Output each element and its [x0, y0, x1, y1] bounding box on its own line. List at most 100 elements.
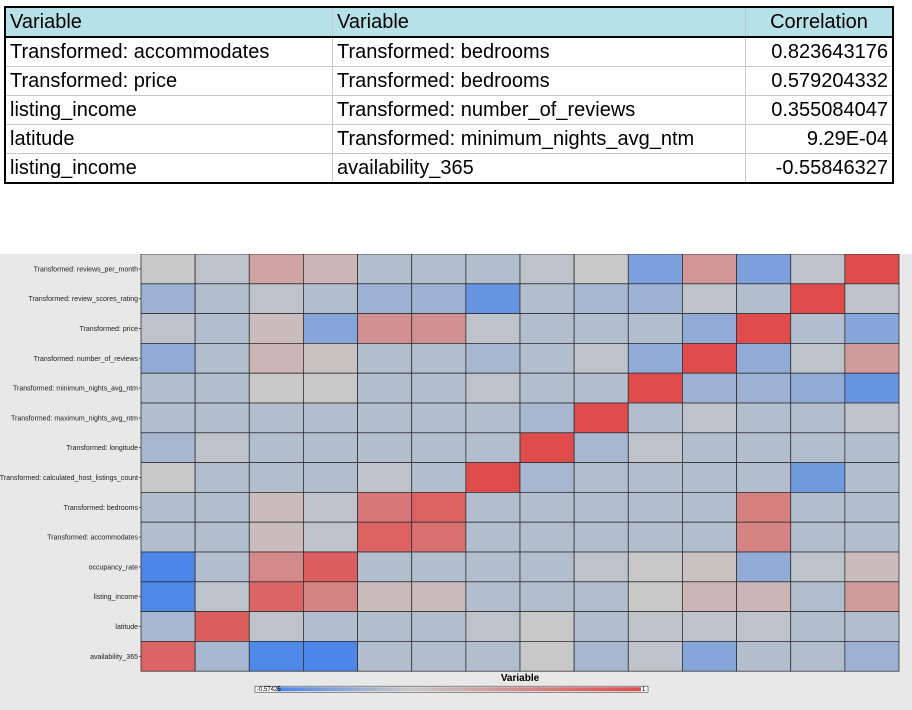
heatmap-cell [682, 551, 737, 583]
heatmap-cell [248, 343, 304, 374]
heatmap-cell [519, 402, 575, 434]
heatmap-cell [194, 402, 250, 434]
heatmap-cell [736, 581, 792, 612]
heatmap-cell [627, 521, 683, 553]
heatmap-cell [465, 402, 521, 434]
cell-variable-2: availability_365 [332, 153, 746, 184]
correlation-heatmap: Transformed: reviews_per_month Transforme… [0, 254, 900, 693]
heatmap-cell [573, 313, 629, 344]
heatmap-cell [303, 491, 358, 523]
heatmap-cell [573, 521, 629, 553]
row-label: occupancy_rate [89, 564, 139, 571]
heatmap-cell [357, 313, 413, 344]
heatmap-cell [844, 372, 900, 404]
heatmap-cell [357, 402, 413, 434]
row-label: Transformed: price [80, 326, 139, 333]
heatmap-cell [519, 640, 575, 672]
heatmap-cell [194, 551, 250, 583]
heatmap-cell [465, 254, 521, 285]
heatmap-cell [573, 432, 629, 464]
heatmap-cell [790, 611, 846, 642]
cell-variable-1: listing_income [4, 95, 333, 125]
heatmap-cell [844, 313, 900, 344]
heatmap-cell [736, 640, 792, 672]
heatmap-cell [844, 551, 900, 583]
heatmap-cell [519, 343, 575, 374]
heatmap-cell [736, 372, 792, 404]
heatmap-cell [303, 432, 358, 464]
heatmap-cell [844, 491, 900, 523]
heatmap-cell [194, 521, 250, 553]
heatmap-cell [140, 581, 196, 612]
row-label: availability_365 [90, 654, 138, 661]
heatmap-cell [303, 402, 358, 434]
cell-variable-1: listing_income [4, 153, 333, 184]
heatmap-cell [682, 283, 737, 314]
heatmap-cell [627, 254, 683, 285]
row-label: Transformed: minimum_nights_avg_ntm [13, 386, 138, 393]
row-label: Transformed: longitude [66, 445, 138, 452]
heatmap-cell [682, 521, 737, 553]
heatmap-cell [736, 402, 792, 434]
heatmap-cell [194, 432, 250, 464]
heatmap-cell [411, 432, 467, 464]
heatmap-cell [303, 462, 358, 493]
heatmap-cell [627, 581, 683, 612]
heatmap-cell [140, 254, 196, 285]
heatmap-cell [303, 372, 358, 404]
table-row: Transformed: price Transformed: bedrooms… [4, 66, 894, 96]
row-label: Transformed: calculated_host_listings_co… [0, 475, 138, 482]
heatmap-cell [248, 611, 304, 642]
heatmap-cell [790, 640, 846, 672]
header-variable-1: Variable [4, 6, 333, 38]
heatmap-cell [790, 521, 846, 553]
heatmap-cell [357, 462, 413, 493]
heatmap-cell [411, 402, 467, 434]
heatmap-cell [790, 581, 846, 612]
table-row: Transformed: accommodates Transformed: b… [4, 37, 894, 67]
row-label: Transformed: maximum_nights_avg_ntm [11, 415, 138, 422]
heatmap-cell [411, 313, 467, 344]
heatmap-cell [194, 313, 250, 344]
legend-max-label: 1 [642, 687, 646, 693]
heatmap-cell [357, 640, 413, 672]
table-row: listing_income Transformed: number_of_re… [4, 95, 894, 125]
heatmap-panel: Transformed: reviews_per_month Transforme… [0, 254, 912, 710]
heatmap-cell [411, 611, 467, 642]
heatmap-cell [140, 551, 196, 583]
cell-variable-1: latitude [4, 124, 333, 154]
heatmap-cell [140, 491, 196, 523]
heatmap-cell [140, 521, 196, 553]
heatmap-cell [736, 283, 792, 314]
table-header-row: Variable Variable Correlation [4, 6, 894, 38]
heatmap-cell [411, 640, 467, 672]
cell-variable-1: Transformed: price [4, 66, 333, 96]
heatmap-cell [519, 611, 575, 642]
heatmap-cell [248, 462, 304, 493]
heatmap-cell [248, 432, 304, 464]
heatmap-cell [248, 402, 304, 434]
heatmap-cell [465, 372, 521, 404]
heatmap-cell [303, 640, 358, 672]
heatmap-cell [844, 432, 900, 464]
heatmap-cell [303, 611, 358, 642]
heatmap-cell [411, 521, 467, 553]
heatmap-cell [790, 402, 846, 434]
heatmap-cell [519, 521, 575, 553]
heatmap-cell [790, 551, 846, 583]
heatmap-cell [790, 462, 846, 493]
heatmap-cell [465, 521, 521, 553]
heatmap-cell [519, 581, 575, 612]
heatmap-cell [573, 254, 629, 285]
heatmap-cell [627, 283, 683, 314]
heatmap-cell [844, 640, 900, 672]
heatmap-cell [519, 491, 575, 523]
heatmap-cell [194, 343, 250, 374]
heatmap-cell [357, 611, 413, 642]
heatmap-cell [627, 343, 683, 374]
heatmap-cell [411, 491, 467, 523]
heatmap-cell [303, 313, 358, 344]
heatmap-cell [140, 432, 196, 464]
heatmap-cell [682, 611, 737, 642]
heatmap-cell [194, 462, 250, 493]
